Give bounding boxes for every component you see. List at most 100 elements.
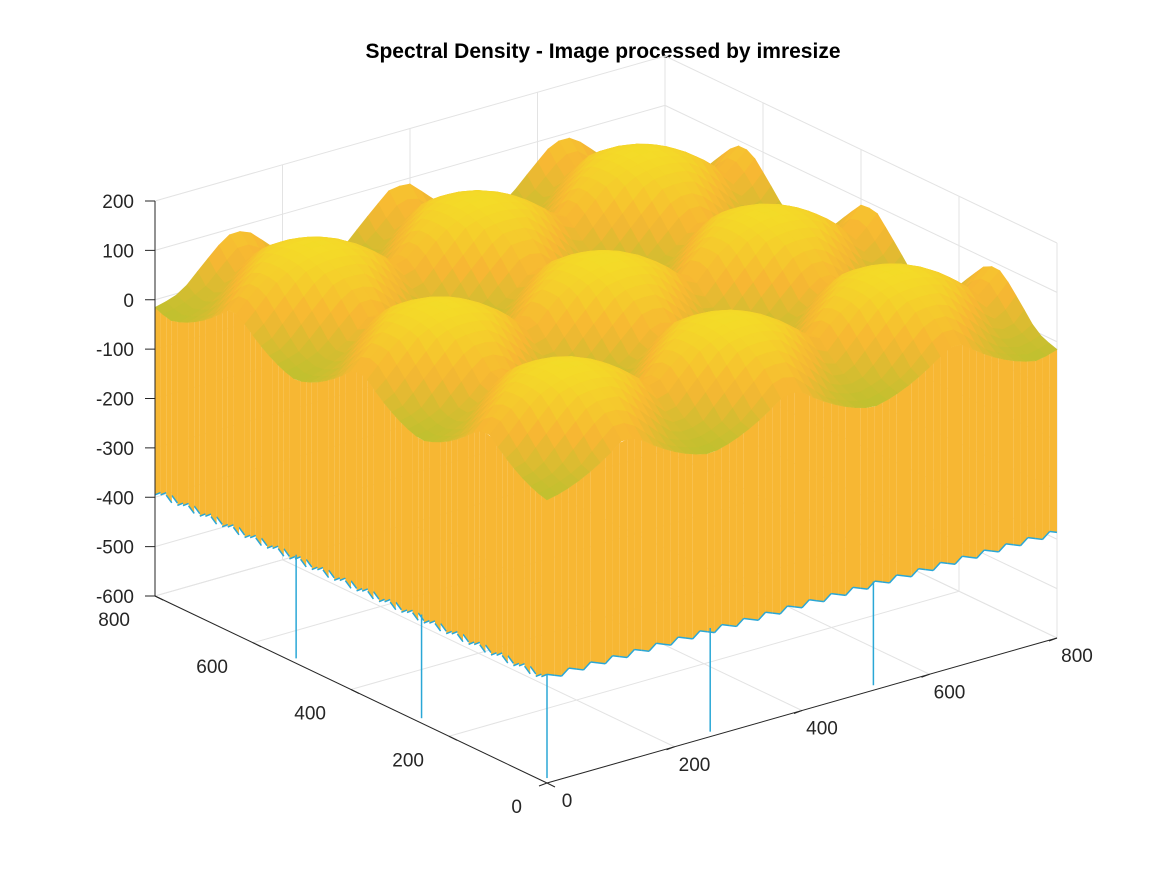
surface-edge [1005, 543, 1014, 546]
surface-curtain [395, 416, 402, 610]
surface-edge [339, 577, 346, 582]
surface-curtain [576, 477, 584, 670]
surface-curtain [496, 445, 503, 656]
surface-curtain [561, 487, 569, 677]
surface-curtain [605, 450, 613, 664]
surface-edge [299, 558, 307, 568]
surface-curtain [1027, 360, 1036, 539]
surface-edge [344, 580, 352, 589]
surface-curtain [670, 450, 679, 646]
surface-edge [918, 567, 926, 571]
surface-edge [954, 555, 963, 565]
x-tick-mark [666, 746, 675, 751]
surface-curtain [838, 405, 846, 596]
tick-layer: 0 200 400 600 800 0 200 400 600 800 200 100 0 -100 -20… [96, 192, 1093, 818]
surface-edge [678, 636, 686, 639]
surface-curtain [233, 312, 239, 535]
x-tick-label: 600 [934, 682, 966, 703]
surface-curtain [765, 407, 773, 614]
surface-edge [479, 644, 487, 653]
surface-edge [249, 534, 257, 539]
surface-edge [205, 513, 212, 518]
surface-curtain [1035, 357, 1043, 540]
surface-edge [327, 569, 335, 579]
surface-edge [998, 543, 1007, 553]
surface-curtain [356, 371, 363, 591]
surface-edge [888, 574, 898, 584]
surface-edge [317, 566, 324, 571]
surface-edge [554, 674, 562, 677]
surface-edge [423, 620, 430, 624]
surface-edge [165, 494, 173, 504]
surface-edge [962, 555, 970, 558]
surface-edge [507, 655, 515, 664]
surface-curtain [373, 388, 379, 600]
surface-curtain [911, 377, 919, 577]
surface-curtain [440, 441, 447, 632]
surface-curtain [867, 406, 875, 590]
surface-curtain [524, 480, 531, 674]
surface-curtain [216, 313, 223, 525]
surface-curtain [568, 482, 577, 670]
surface-curtain [1020, 361, 1028, 546]
surface-curtain [729, 438, 737, 627]
surface-curtain [295, 379, 301, 560]
surface-edge [513, 662, 520, 667]
surface-curtain [802, 392, 810, 608]
surface-curtain [300, 381, 307, 567]
surface-curtain [962, 344, 970, 558]
y-tick-label: 800 [98, 610, 130, 631]
surface-edge [210, 516, 218, 525]
surface-curtain [283, 370, 290, 557]
surface-edge [395, 601, 403, 611]
surface-edge [1013, 544, 1021, 547]
surface-edge [735, 617, 745, 627]
surface-edge [333, 577, 341, 581]
surface-curtain [1049, 349, 1057, 533]
grid-line [664, 104, 1058, 293]
surface-edge [779, 605, 788, 615]
surface-edge [612, 654, 620, 658]
surface-edge [535, 673, 542, 678]
surface-curtain [255, 339, 262, 546]
surface-edge [311, 566, 318, 571]
surface-edge [255, 537, 263, 546]
surface-curtain [306, 381, 312, 568]
surface-edge [692, 630, 701, 640]
surface-edge [699, 630, 708, 633]
surface-curtain [227, 310, 234, 528]
surface-curtain [177, 321, 183, 506]
surface-edge [501, 655, 509, 664]
surface-edge [947, 562, 956, 566]
surface-curtain [619, 439, 628, 658]
surface-curtain [889, 393, 897, 583]
surface-edge [582, 661, 592, 671]
surface-edge [1035, 537, 1043, 541]
surface-edge [389, 601, 397, 611]
surface-curtain [379, 396, 385, 602]
x-tick-label: 400 [806, 719, 838, 740]
surface-curtain [780, 393, 788, 615]
surface-curtain [685, 453, 693, 639]
surface-edge [882, 581, 890, 584]
surface-edge [626, 649, 635, 659]
surface-curtain [384, 403, 391, 602]
surface-edge [838, 593, 846, 597]
surface-curtain [634, 437, 642, 651]
grid-line [154, 104, 666, 251]
surface-curtain [183, 322, 189, 506]
surface-edge [221, 523, 229, 528]
surface-curtain [1006, 359, 1014, 545]
surface-curtain [853, 407, 861, 589]
z-tick-label: -100 [96, 340, 134, 361]
surface-edge [445, 630, 453, 635]
surface-edge [238, 527, 246, 536]
surface-edge [852, 586, 861, 590]
z-tick-label: 0 [123, 291, 134, 312]
surface-curtain [535, 491, 542, 677]
surface-curtain [463, 434, 469, 642]
grid-line [154, 55, 666, 202]
surface-edge [429, 620, 436, 624]
surface-edge [656, 642, 664, 645]
surface-curtain [160, 312, 167, 495]
